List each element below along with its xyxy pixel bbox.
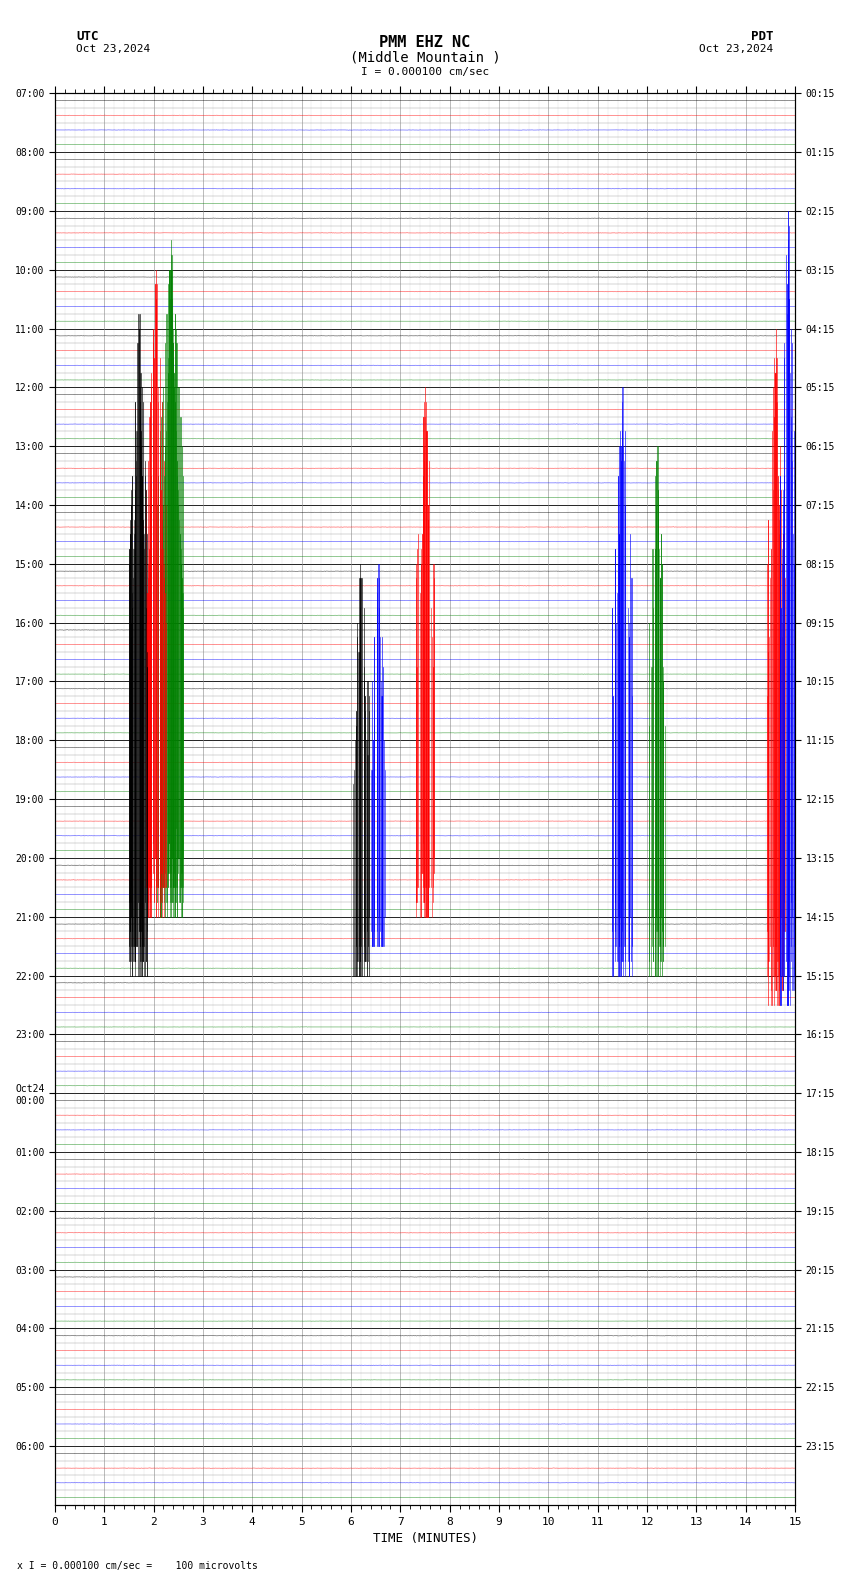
- Text: x I = 0.000100 cm/sec =    100 microvolts: x I = 0.000100 cm/sec = 100 microvolts: [17, 1562, 258, 1571]
- Text: PDT: PDT: [751, 30, 774, 43]
- Text: PMM EHZ NC: PMM EHZ NC: [379, 35, 471, 49]
- Text: I = 0.000100 cm/sec: I = 0.000100 cm/sec: [361, 67, 489, 76]
- X-axis label: TIME (MINUTES): TIME (MINUTES): [372, 1532, 478, 1546]
- Text: UTC: UTC: [76, 30, 99, 43]
- Text: Oct 23,2024: Oct 23,2024: [700, 44, 774, 54]
- Text: (Middle Mountain ): (Middle Mountain ): [349, 51, 501, 65]
- Text: Oct 23,2024: Oct 23,2024: [76, 44, 150, 54]
